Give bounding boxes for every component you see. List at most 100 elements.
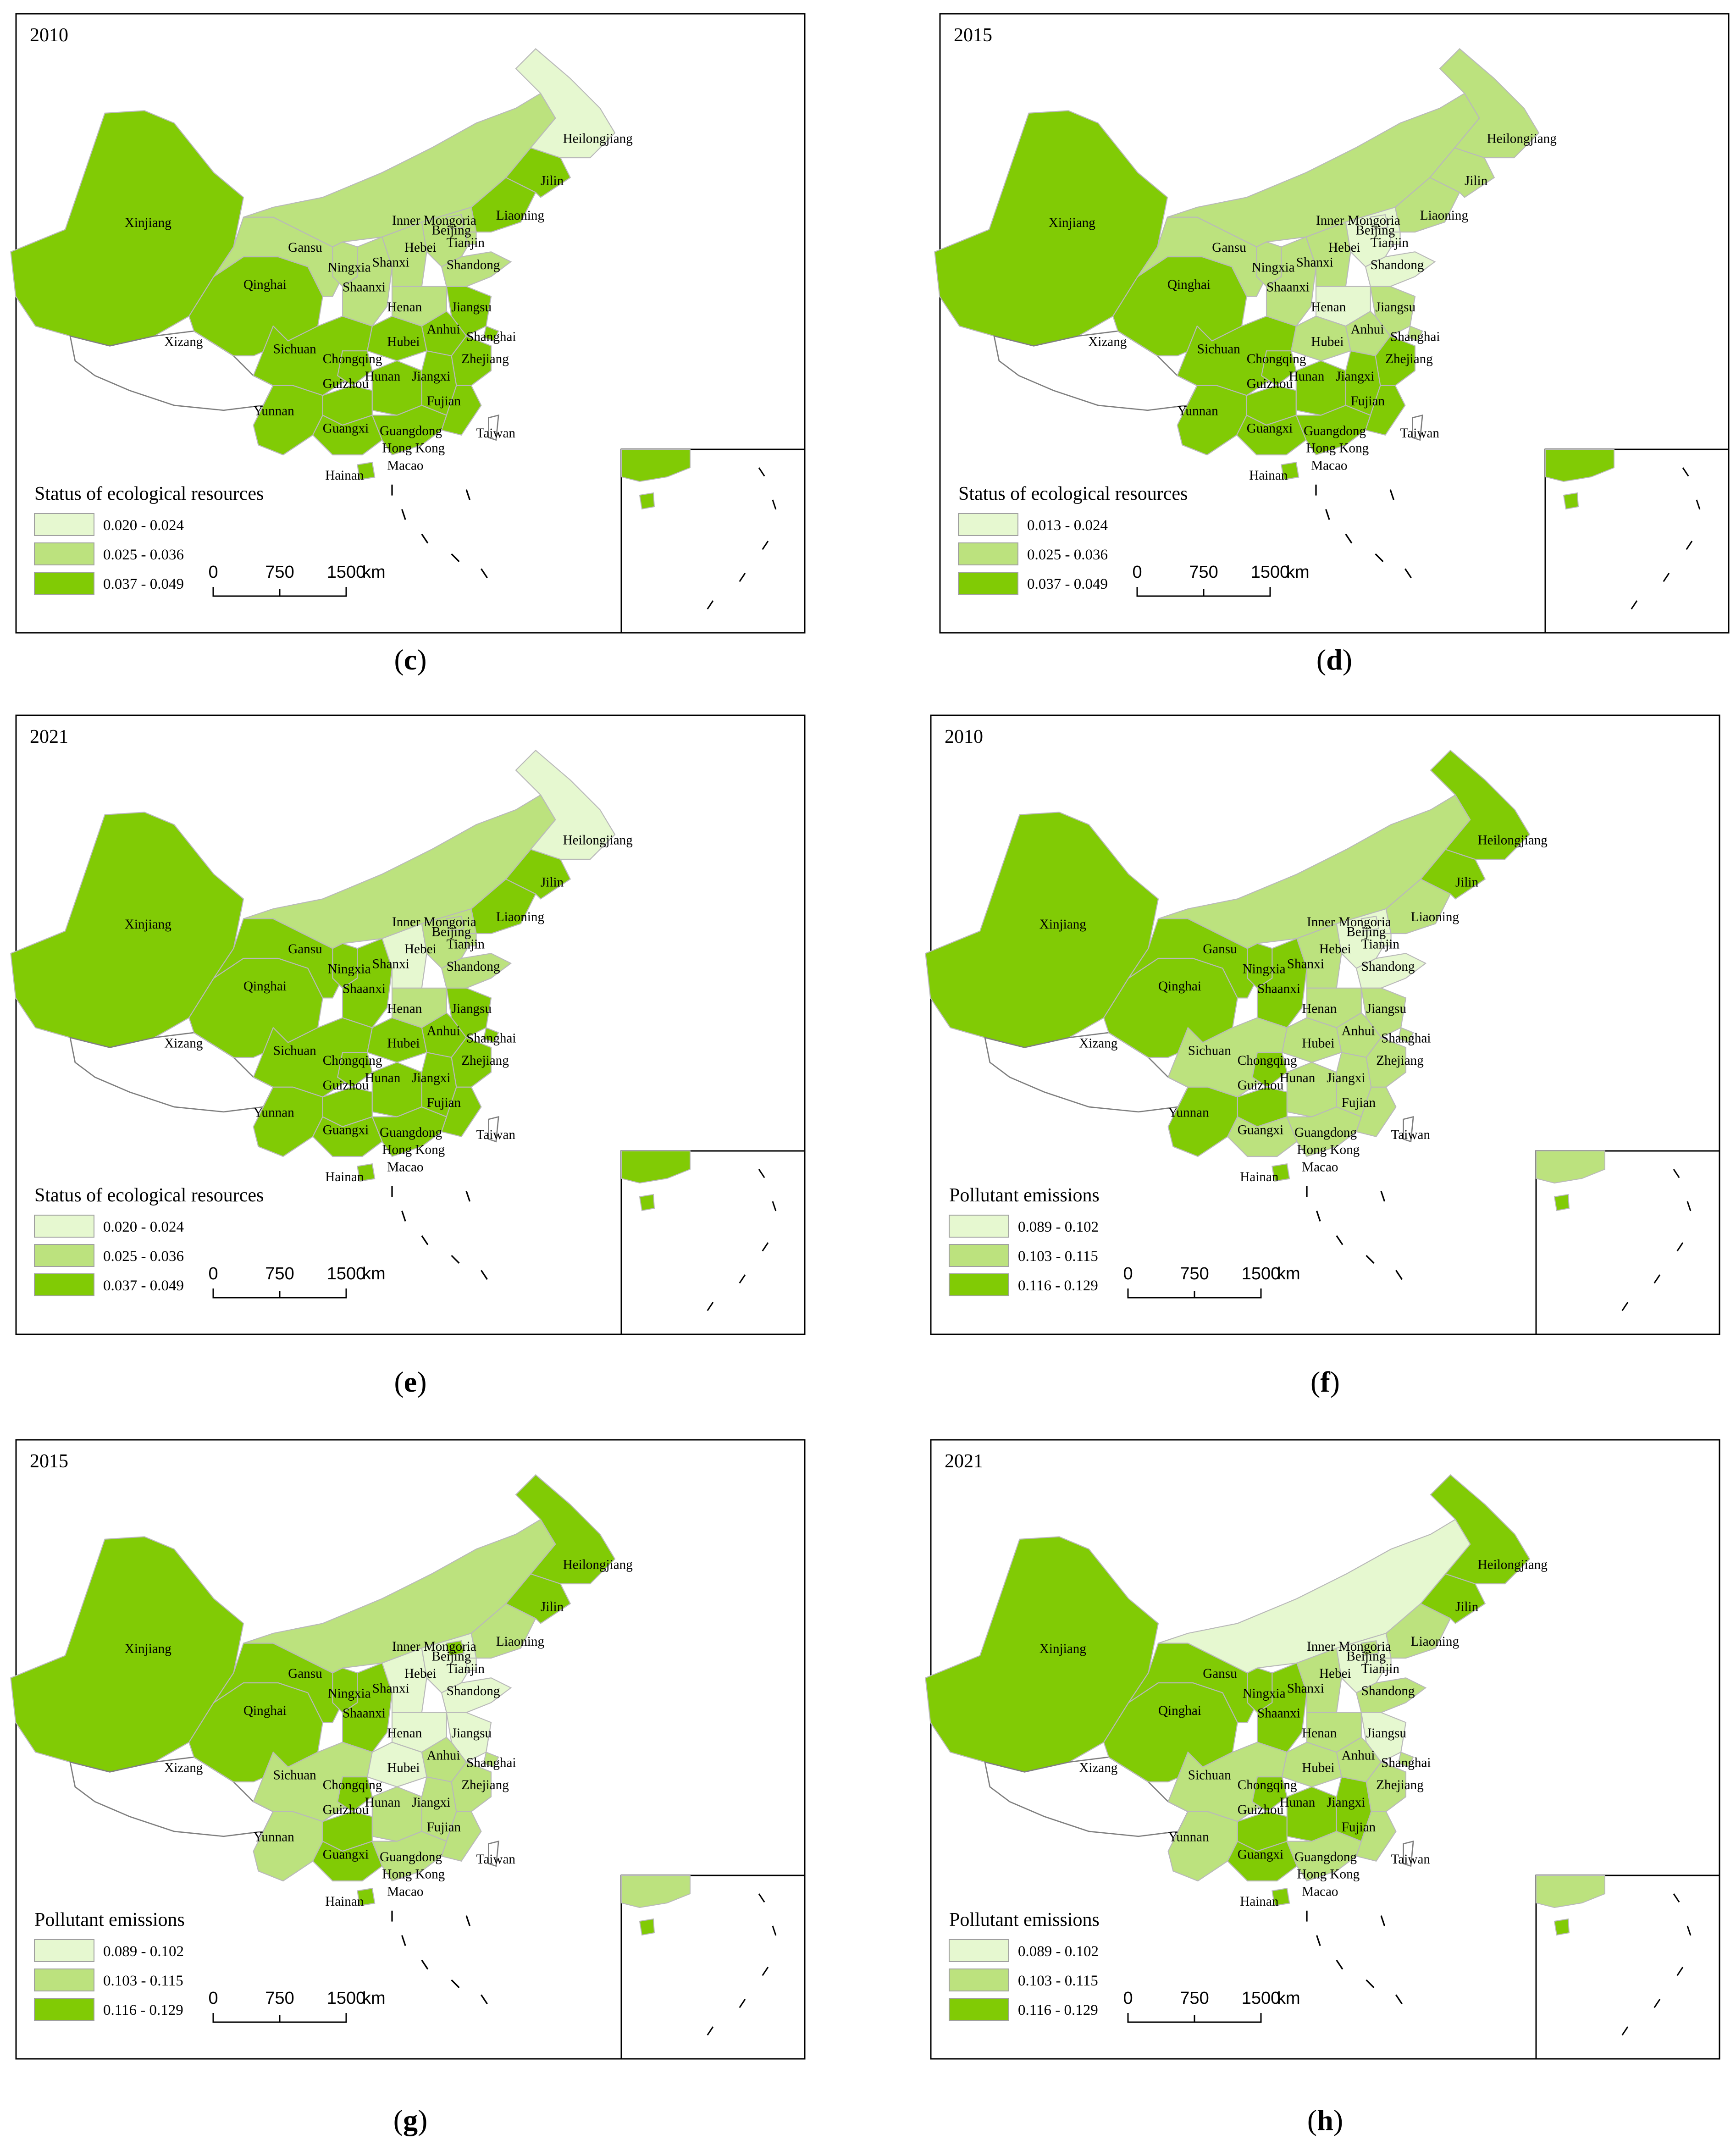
- map-label-jilin: Jilin: [1465, 173, 1488, 188]
- province-tianjin: [465, 1657, 477, 1671]
- map-label-ningxia: Ningxia: [1243, 962, 1286, 976]
- map-label-sichuan: Sichuan: [273, 1768, 316, 1783]
- legend-label-2: 0.103 - 0.115: [1018, 1248, 1098, 1265]
- scale-unit: km: [362, 1989, 386, 2008]
- map-label-xizang: Xizang: [1088, 334, 1127, 349]
- map-label-shandong: Shandong: [1361, 959, 1415, 974]
- map-label-taiwan: Taiwan: [476, 426, 516, 441]
- map-label-guangdong: Guangdong: [1294, 1850, 1357, 1864]
- inset-hainan: [1554, 1918, 1570, 1936]
- legend-title: Pollutant emissions: [949, 1909, 1100, 1930]
- map-label-jilin: Jilin: [541, 875, 564, 890]
- china-map: Xinjiang Xizang Qinghai Gansu Inner Mongoria…: [10, 749, 633, 1286]
- map-label-hebei: Hebei: [1319, 942, 1351, 957]
- map-label-macao: Macao: [1302, 1160, 1338, 1174]
- map-label-fujian: Fujian: [427, 394, 461, 409]
- scale-tick-2: 1500: [1251, 563, 1290, 582]
- province-chongqing: [1251, 1052, 1288, 1088]
- province-guangxi: [1236, 415, 1307, 456]
- map-label-inner-mongoria: Inner Mongoria: [392, 1639, 476, 1654]
- map-label-hong-kong: Hong Kong: [382, 1143, 445, 1157]
- scale-unit: km: [1277, 1989, 1300, 2008]
- province-chongqing: [1251, 1776, 1288, 1813]
- map-label-guangdong: Guangdong: [380, 1850, 442, 1864]
- map-label-tianjin: Tianjin: [1371, 235, 1409, 250]
- province-hainan: [357, 1163, 376, 1182]
- map-label-beijing: Beijing: [1346, 1649, 1386, 1664]
- map-label-guizhou: Guizhou: [323, 376, 369, 391]
- province-chongqing: [337, 1052, 373, 1088]
- map-label-jilin: Jilin: [1455, 1599, 1479, 1614]
- province-guangdong: [371, 404, 448, 456]
- map-label-shaanxi: Shaanxi: [1257, 982, 1300, 996]
- scale-unit: km: [362, 1264, 386, 1283]
- map-label-xinjiang: Xinjiang: [1039, 917, 1086, 932]
- map-label-jilin: Jilin: [541, 173, 564, 188]
- nine-dash-line: [1315, 484, 1416, 584]
- map-label-henan: Henan: [387, 1726, 422, 1741]
- map-label-jiangsu: Jiangsu: [452, 1001, 492, 1016]
- panel-c: 2010 Xinjiang Xizang Qinghai Gansu Inner Mong…: [10, 13, 806, 634]
- map-label-qinghai: Qinghai: [243, 979, 287, 994]
- province-beijing: [446, 214, 464, 230]
- legend-label-3: 0.037 - 0.049: [103, 576, 184, 592]
- map-label-xizang: Xizang: [164, 334, 203, 349]
- panel-year-label: 2010: [30, 25, 68, 46]
- china-map: Xinjiang Xizang Qinghai Gansu Inner Mongoria…: [925, 749, 1548, 1286]
- map-label-shanxi: Shanxi: [372, 255, 409, 270]
- province-heilongjiang: [1439, 48, 1540, 159]
- inset-mainland: [1545, 449, 1614, 482]
- map-label-qinghai: Qinghai: [243, 277, 287, 292]
- map-label-guangxi: Guangxi: [323, 1123, 369, 1137]
- province-guangdong: [371, 1830, 448, 1882]
- map-label-yunnan: Yunnan: [1168, 1106, 1209, 1120]
- map-label-xizang: Xizang: [164, 1036, 203, 1051]
- inset-map: [620, 448, 806, 634]
- legend-swatch-1: [949, 1939, 1009, 1962]
- caption-f: (f): [1310, 1366, 1340, 1398]
- scale-tick-2: 1500: [1242, 1989, 1281, 2008]
- map-label-hunan: Hunan: [1280, 1795, 1316, 1810]
- map-label-ningxia: Ningxia: [328, 260, 371, 275]
- map-label-inner-mongoria: Inner Mongoria: [392, 915, 476, 929]
- inset-mainland: [621, 449, 691, 482]
- map-label-gansu: Gansu: [288, 1666, 322, 1681]
- inset-map: [1535, 1150, 1720, 1335]
- map-label-tianjin: Tianjin: [447, 937, 485, 951]
- map-label-zhejiang: Zhejiang: [461, 352, 509, 366]
- scale-tick-1: 750: [265, 1989, 294, 2008]
- scale-tick-0: 0: [208, 563, 218, 582]
- map-label-hubei: Hubei: [387, 1760, 420, 1775]
- map-label-hebei: Hebei: [1328, 240, 1360, 255]
- province-beijing: [446, 915, 464, 932]
- panel-e: 2021 Xinjiang Xizang Qinghai Gansu Inner Mong…: [10, 714, 806, 1335]
- map-label-shanghai: Shanghai: [1390, 330, 1440, 344]
- map-label-beijing: Beijing: [431, 223, 471, 238]
- map-label-guangxi: Guangxi: [1238, 1847, 1283, 1862]
- map-label-heilongjiang: Heilongjiang: [1478, 1558, 1548, 1572]
- map-label-shaanxi: Shaanxi: [343, 280, 386, 295]
- map-label-hainan: Hainan: [325, 1894, 364, 1909]
- map-label-hebei: Hebei: [1319, 1666, 1351, 1681]
- province-shanghai: [483, 1751, 499, 1768]
- province-shanghai: [1398, 1027, 1414, 1043]
- legend-label-3: 0.116 - 0.129: [103, 2002, 183, 2018]
- province-hainan: [1272, 1163, 1290, 1182]
- map-label-liaoning: Liaoning: [1411, 1634, 1460, 1649]
- legend-swatch-2: [958, 542, 1018, 565]
- legend-swatch-2: [34, 542, 94, 565]
- map-label-hong-kong: Hong Kong: [382, 441, 445, 456]
- map-label-guangxi: Guangxi: [323, 421, 369, 436]
- province-hainan: [1272, 1887, 1290, 1907]
- map-label-sichuan: Sichuan: [273, 342, 316, 357]
- scale-tick-2: 1500: [327, 1989, 366, 2008]
- province-hainan: [357, 1887, 376, 1907]
- map-label-guangxi: Guangxi: [323, 1847, 369, 1862]
- map-label-jiangsu: Jiangsu: [1366, 1726, 1407, 1741]
- map-label-inner-mongoria: Inner Mongoria: [1316, 213, 1400, 228]
- legend-label-3: 0.116 - 0.129: [1018, 1277, 1098, 1294]
- map-label-beijing: Beijing: [1355, 223, 1395, 238]
- map-label-ningxia: Ningxia: [1243, 1686, 1286, 1701]
- nine-dash-line: [1306, 1186, 1407, 1286]
